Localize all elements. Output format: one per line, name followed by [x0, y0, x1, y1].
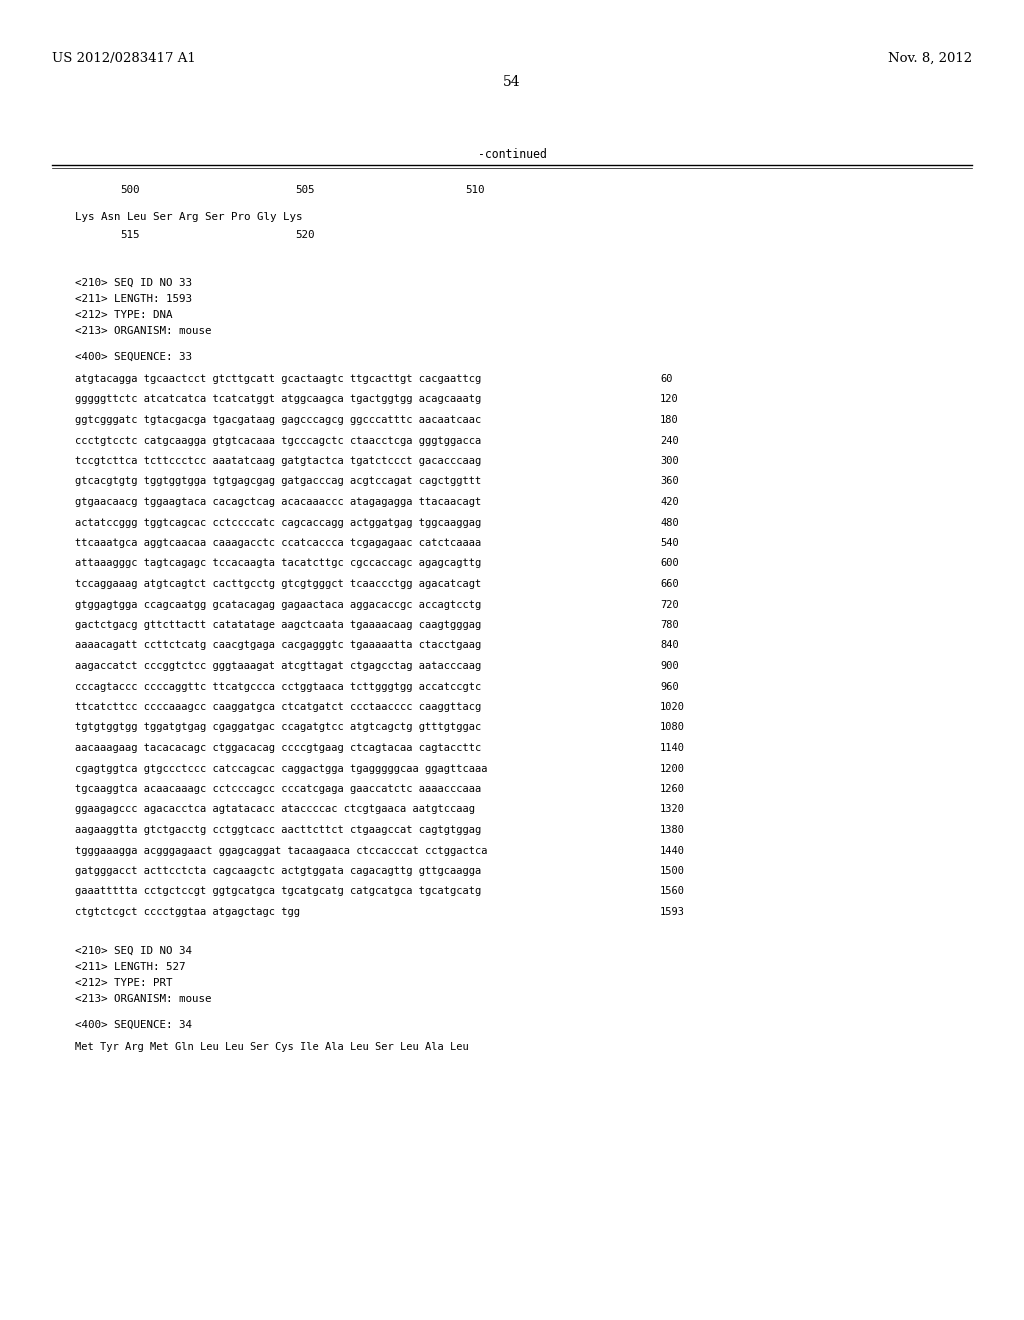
Text: gaaattttta cctgctccgt ggtgcatgca tgcatgcatg catgcatgca tgcatgcatg: gaaattttta cctgctccgt ggtgcatgca tgcatgc… — [75, 887, 481, 896]
Text: gtgaacaacg tggaagtaca cacagctcag acacaaaccc atagagagga ttacaacagt: gtgaacaacg tggaagtaca cacagctcag acacaaa… — [75, 498, 481, 507]
Text: 540: 540 — [660, 539, 679, 548]
Text: 1500: 1500 — [660, 866, 685, 876]
Text: tgtgtggtgg tggatgtgag cgaggatgac ccagatgtcc atgtcagctg gtttgtggac: tgtgtggtgg tggatgtgag cgaggatgac ccagatg… — [75, 722, 481, 733]
Text: aaaacagatt ccttctcatg caacgtgaga cacgagggtc tgaaaaatta ctacctgaag: aaaacagatt ccttctcatg caacgtgaga cacgagg… — [75, 640, 481, 651]
Text: actatccggg tggtcagcac cctccccatc cagcaccagg actggatgag tggcaaggag: actatccggg tggtcagcac cctccccatc cagcacc… — [75, 517, 481, 528]
Text: 54: 54 — [503, 75, 521, 88]
Text: 960: 960 — [660, 681, 679, 692]
Text: 420: 420 — [660, 498, 679, 507]
Text: gtggagtgga ccagcaatgg gcatacagag gagaactaca aggacaccgc accagtcctg: gtggagtgga ccagcaatgg gcatacagag gagaact… — [75, 599, 481, 610]
Text: gtcacgtgtg tggtggtgga tgtgagcgag gatgacccag acgtccagat cagctggttt: gtcacgtgtg tggtggtgga tgtgagcgag gatgacc… — [75, 477, 481, 487]
Text: 510: 510 — [465, 185, 484, 195]
Text: tccaggaaag atgtcagtct cacttgcctg gtcgtgggct tcaaccctgg agacatcagt: tccaggaaag atgtcagtct cacttgcctg gtcgtgg… — [75, 579, 481, 589]
Text: 720: 720 — [660, 599, 679, 610]
Text: 1320: 1320 — [660, 804, 685, 814]
Text: attaaagggc tagtcagagc tccacaagta tacatcttgc cgccaccagc agagcagttg: attaaagggc tagtcagagc tccacaagta tacatct… — [75, 558, 481, 569]
Text: cgagtggtca gtgccctccc catccagcac caggactgga tgagggggcaa ggagttcaaa: cgagtggtca gtgccctccc catccagcac caggact… — [75, 763, 487, 774]
Text: ggaagagccc agacacctca agtatacacc ataccccac ctcgtgaaca aatgtccaag: ggaagagccc agacacctca agtatacacc atacccc… — [75, 804, 475, 814]
Text: <212> TYPE: PRT: <212> TYPE: PRT — [75, 978, 172, 987]
Text: 1593: 1593 — [660, 907, 685, 917]
Text: -continued: -continued — [477, 148, 547, 161]
Text: <212> TYPE: DNA: <212> TYPE: DNA — [75, 310, 172, 319]
Text: 1440: 1440 — [660, 846, 685, 855]
Text: ggtcgggatc tgtacgacga tgacgataag gagcccagcg ggcccatttc aacaatcaac: ggtcgggatc tgtacgacga tgacgataag gagccca… — [75, 414, 481, 425]
Text: ttcatcttcc ccccaaagcc caaggatgca ctcatgatct ccctaacccc caaggttacg: ttcatcttcc ccccaaagcc caaggatgca ctcatga… — [75, 702, 481, 711]
Text: 1200: 1200 — [660, 763, 685, 774]
Text: 180: 180 — [660, 414, 679, 425]
Text: 505: 505 — [295, 185, 314, 195]
Text: 840: 840 — [660, 640, 679, 651]
Text: <213> ORGANISM: mouse: <213> ORGANISM: mouse — [75, 326, 212, 337]
Text: Nov. 8, 2012: Nov. 8, 2012 — [888, 51, 972, 65]
Text: aacaaagaag tacacacagc ctggacacag ccccgtgaag ctcagtacaa cagtaccttc: aacaaagaag tacacacagc ctggacacag ccccgtg… — [75, 743, 481, 752]
Text: tgcaaggtca acaacaaagc cctcccagcc cccatcgaga gaaccatctc aaaacccaaa: tgcaaggtca acaacaaagc cctcccagcc cccatcg… — [75, 784, 481, 795]
Text: 1080: 1080 — [660, 722, 685, 733]
Text: atgtacagga tgcaactcct gtcttgcatt gcactaagtc ttgcacttgt cacgaattcg: atgtacagga tgcaactcct gtcttgcatt gcactaa… — [75, 374, 481, 384]
Text: 300: 300 — [660, 455, 679, 466]
Text: ttcaaatgca aggtcaacaa caaagacctc ccatcaccca tcgagagaac catctcaaaa: ttcaaatgca aggtcaacaa caaagacctc ccatcac… — [75, 539, 481, 548]
Text: 1560: 1560 — [660, 887, 685, 896]
Text: aagaccatct cccggtctcc gggtaaagat atcgttagat ctgagcctag aatacccaag: aagaccatct cccggtctcc gggtaaagat atcgtta… — [75, 661, 481, 671]
Text: gggggttctc atcatcatca tcatcatggt atggcaagca tgactggtgg acagcaaatg: gggggttctc atcatcatca tcatcatggt atggcaa… — [75, 395, 481, 404]
Text: tgggaaagga acgggagaact ggagcaggat tacaagaaca ctccacccat cctggactca: tgggaaagga acgggagaact ggagcaggat tacaag… — [75, 846, 487, 855]
Text: US 2012/0283417 A1: US 2012/0283417 A1 — [52, 51, 196, 65]
Text: <213> ORGANISM: mouse: <213> ORGANISM: mouse — [75, 994, 212, 1003]
Text: <400> SEQUENCE: 33: <400> SEQUENCE: 33 — [75, 352, 193, 362]
Text: 660: 660 — [660, 579, 679, 589]
Text: ctgtctcgct cccctggtaa atgagctagc tgg: ctgtctcgct cccctggtaa atgagctagc tgg — [75, 907, 300, 917]
Text: 1020: 1020 — [660, 702, 685, 711]
Text: 1140: 1140 — [660, 743, 685, 752]
Text: 360: 360 — [660, 477, 679, 487]
Text: gactctgacg gttcttactt catatatage aagctcaata tgaaaacaag caagtgggag: gactctgacg gttcttactt catatatage aagctca… — [75, 620, 481, 630]
Text: gatgggacct acttcctcta cagcaagctc actgtggata cagacagttg gttgcaagga: gatgggacct acttcctcta cagcaagctc actgtgg… — [75, 866, 481, 876]
Text: Lys Asn Leu Ser Arg Ser Pro Gly Lys: Lys Asn Leu Ser Arg Ser Pro Gly Lys — [75, 213, 302, 222]
Text: aagaaggtta gtctgacctg cctggtcacc aacttcttct ctgaagccat cagtgtggag: aagaaggtta gtctgacctg cctggtcacc aacttct… — [75, 825, 481, 836]
Text: 60: 60 — [660, 374, 673, 384]
Text: 900: 900 — [660, 661, 679, 671]
Text: 120: 120 — [660, 395, 679, 404]
Text: <210> SEQ ID NO 33: <210> SEQ ID NO 33 — [75, 279, 193, 288]
Text: 1380: 1380 — [660, 825, 685, 836]
Text: tccgtcttca tcttccctcc aaatatcaag gatgtactca tgatctccct gacacccaag: tccgtcttca tcttccctcc aaatatcaag gatgtac… — [75, 455, 481, 466]
Text: <211> LENGTH: 1593: <211> LENGTH: 1593 — [75, 294, 193, 304]
Text: 480: 480 — [660, 517, 679, 528]
Text: 240: 240 — [660, 436, 679, 446]
Text: 600: 600 — [660, 558, 679, 569]
Text: Met Tyr Arg Met Gln Leu Leu Ser Cys Ile Ala Leu Ser Leu Ala Leu: Met Tyr Arg Met Gln Leu Leu Ser Cys Ile … — [75, 1041, 469, 1052]
Text: 1260: 1260 — [660, 784, 685, 795]
Text: cccagtaccc ccccaggttc ttcatgccca cctggtaaca tcttgggtgg accatccgtc: cccagtaccc ccccaggttc ttcatgccca cctggta… — [75, 681, 481, 692]
Text: 500: 500 — [120, 185, 139, 195]
Text: <211> LENGTH: 527: <211> LENGTH: 527 — [75, 961, 185, 972]
Text: <400> SEQUENCE: 34: <400> SEQUENCE: 34 — [75, 1019, 193, 1030]
Text: ccctgtcctc catgcaagga gtgtcacaaa tgcccagctc ctaacctcga gggtggacca: ccctgtcctc catgcaagga gtgtcacaaa tgcccag… — [75, 436, 481, 446]
Text: <210> SEQ ID NO 34: <210> SEQ ID NO 34 — [75, 945, 193, 956]
Text: 780: 780 — [660, 620, 679, 630]
Text: 520: 520 — [295, 230, 314, 240]
Text: 515: 515 — [120, 230, 139, 240]
